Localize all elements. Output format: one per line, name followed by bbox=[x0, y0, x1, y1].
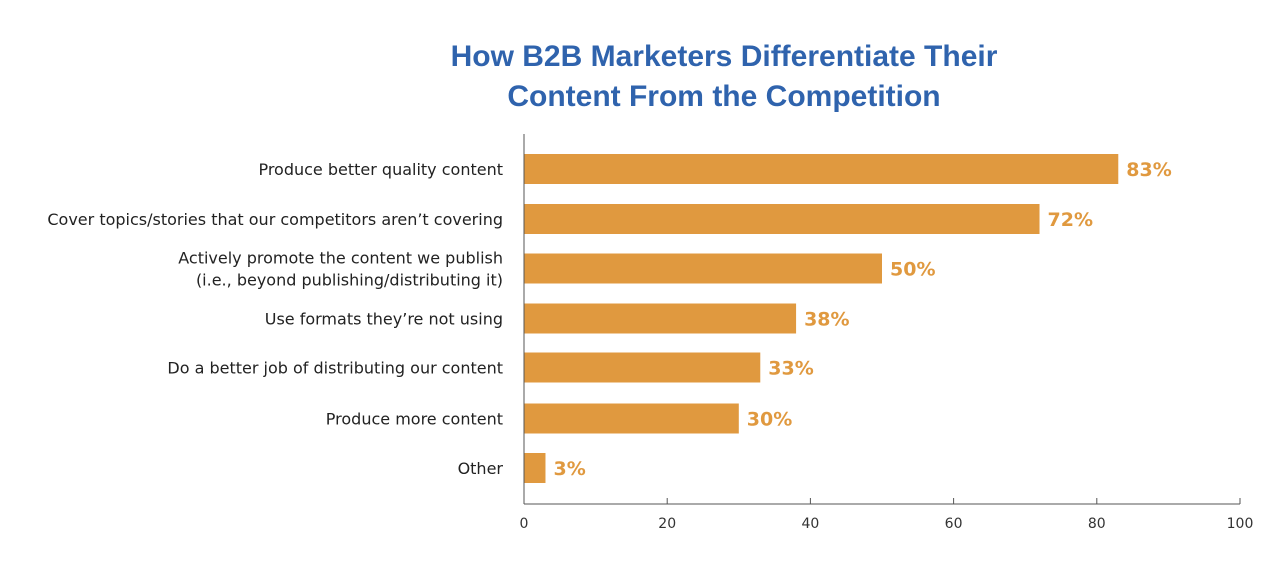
category-label: Actively promote the content we publish bbox=[178, 249, 503, 268]
category-label: Cover topics/stories that our competitor… bbox=[47, 210, 503, 229]
bar bbox=[524, 253, 882, 284]
category-label: Use formats they’re not using bbox=[265, 310, 503, 329]
x-tick-label: 40 bbox=[801, 516, 819, 532]
x-tick-label: 20 bbox=[658, 516, 676, 532]
x-tick-label: 0 bbox=[520, 516, 529, 532]
bar bbox=[524, 154, 1119, 184]
chart-title-line-1: How B2B Marketers Differentiate Their bbox=[451, 40, 998, 73]
value-label: 3% bbox=[553, 458, 585, 480]
value-label: 38% bbox=[804, 309, 849, 331]
category-label: Produce better quality content bbox=[258, 160, 503, 179]
category-label: Other bbox=[458, 459, 504, 478]
x-tick-label: 100 bbox=[1227, 516, 1254, 532]
category-label: (i.e., beyond publishing/distributing it… bbox=[196, 271, 503, 290]
value-label: 50% bbox=[890, 259, 935, 281]
value-label: 72% bbox=[1048, 209, 1093, 231]
bar bbox=[524, 352, 761, 383]
bar bbox=[524, 204, 1040, 234]
value-label: 30% bbox=[747, 409, 792, 431]
x-tick-label: 80 bbox=[1088, 516, 1106, 532]
bar bbox=[524, 403, 739, 434]
value-label: 83% bbox=[1126, 159, 1171, 181]
category-label: Do a better job of distributing our cont… bbox=[167, 359, 503, 378]
category-label: Produce more content bbox=[326, 410, 503, 429]
x-tick-label: 60 bbox=[945, 516, 963, 532]
bar bbox=[524, 453, 546, 483]
chart-title-line-2: Content From the Competition bbox=[507, 80, 940, 113]
bar bbox=[524, 303, 797, 334]
value-label: 33% bbox=[768, 358, 813, 380]
